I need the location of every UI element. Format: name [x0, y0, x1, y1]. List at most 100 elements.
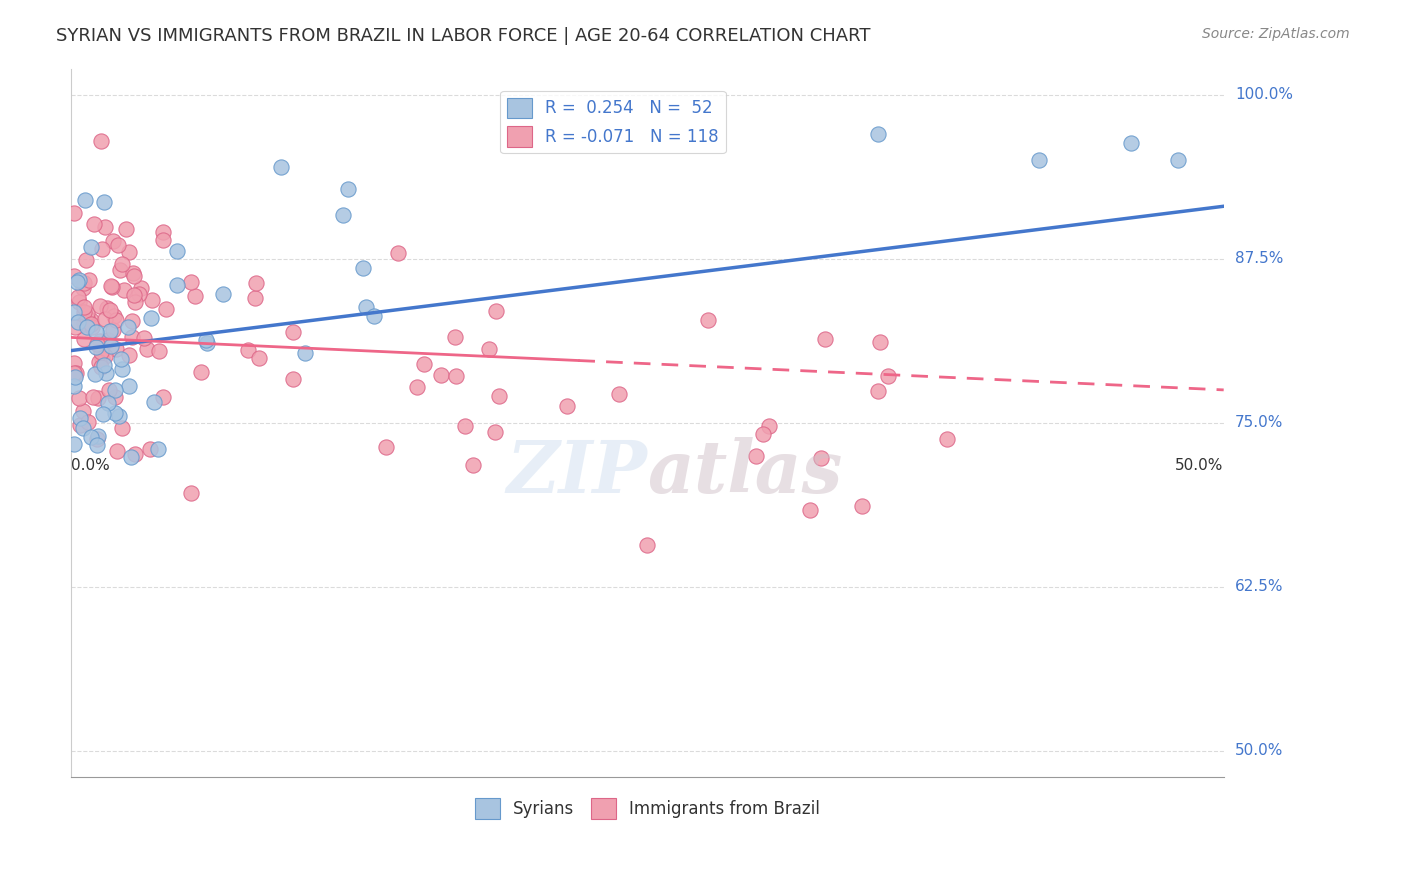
- Point: [799, 503, 821, 517]
- Point: [180, 486, 202, 500]
- Point: [430, 368, 453, 383]
- Point: [101, 323, 124, 337]
- Point: [697, 312, 720, 326]
- Point: [90, 360, 112, 375]
- Point: [810, 450, 832, 465]
- Point: [152, 391, 174, 405]
- Point: [281, 325, 304, 339]
- Point: [100, 338, 122, 352]
- Point: [143, 394, 166, 409]
- Point: [454, 419, 477, 434]
- Point: [155, 301, 177, 316]
- Point: [96, 301, 118, 316]
- Point: [86, 438, 108, 452]
- Legend: Syrians, Immigrants from Brazil: Syrians, Immigrants from Brazil: [468, 791, 827, 825]
- Point: [98, 324, 121, 338]
- Point: [243, 292, 266, 306]
- Point: [111, 361, 134, 376]
- Point: [97, 396, 120, 410]
- Point: [101, 280, 124, 294]
- Point: [76, 319, 98, 334]
- Point: [121, 314, 143, 328]
- Point: [758, 418, 780, 433]
- Point: [86, 337, 108, 351]
- Point: [166, 244, 188, 258]
- Point: [166, 277, 188, 292]
- Text: Source: ZipAtlas.com: Source: ZipAtlas.com: [1202, 27, 1350, 41]
- Point: [184, 289, 207, 303]
- Point: [67, 295, 90, 310]
- Point: [80, 317, 103, 331]
- Point: [128, 287, 150, 301]
- Point: [478, 342, 501, 356]
- Point: [83, 217, 105, 231]
- Point: [117, 319, 139, 334]
- Point: [876, 369, 898, 384]
- Point: [103, 383, 125, 397]
- Point: [76, 310, 98, 325]
- Point: [141, 310, 163, 325]
- Point: [94, 349, 117, 363]
- Point: [283, 372, 305, 386]
- Point: [104, 313, 127, 327]
- Point: [488, 388, 510, 402]
- Point: [112, 283, 135, 297]
- Point: [190, 365, 212, 379]
- Point: [412, 357, 434, 371]
- Point: [90, 351, 112, 365]
- Point: [118, 349, 141, 363]
- Point: [118, 378, 141, 392]
- Point: [63, 436, 86, 450]
- Point: [108, 263, 131, 277]
- Point: [1121, 136, 1143, 150]
- Point: [115, 222, 138, 236]
- Point: [247, 351, 270, 365]
- Point: [100, 278, 122, 293]
- Text: 50.0%: 50.0%: [1236, 743, 1284, 758]
- Point: [103, 309, 125, 323]
- Text: 0.0%: 0.0%: [72, 458, 110, 473]
- Point: [104, 343, 127, 357]
- Point: [63, 369, 86, 384]
- Point: [122, 267, 145, 281]
- Point: [91, 243, 114, 257]
- Point: [87, 428, 110, 442]
- Point: [82, 391, 104, 405]
- Point: [120, 450, 142, 464]
- Point: [67, 273, 90, 287]
- Text: 75.0%: 75.0%: [1236, 415, 1284, 430]
- Point: [72, 281, 94, 295]
- Point: [607, 387, 630, 401]
- Point: [73, 332, 96, 346]
- Point: [94, 220, 117, 235]
- Point: [121, 330, 143, 344]
- Point: [80, 430, 103, 444]
- Point: [76, 415, 98, 429]
- Point: [93, 195, 115, 210]
- Point: [72, 404, 94, 418]
- Text: atlas: atlas: [647, 437, 842, 508]
- Point: [555, 399, 578, 413]
- Point: [72, 304, 94, 318]
- Point: [89, 299, 111, 313]
- Point: [131, 281, 153, 295]
- Point: [110, 351, 132, 366]
- Text: 87.5%: 87.5%: [1236, 252, 1284, 266]
- Point: [336, 182, 359, 196]
- Point: [90, 344, 112, 359]
- Point: [375, 440, 398, 454]
- Point: [866, 384, 889, 398]
- Point: [62, 379, 84, 393]
- Point: [94, 366, 117, 380]
- Point: [62, 268, 84, 283]
- Point: [236, 343, 259, 357]
- Point: [869, 335, 891, 350]
- Point: [75, 252, 97, 267]
- Point: [62, 305, 84, 319]
- Point: [111, 257, 134, 271]
- Point: [118, 245, 141, 260]
- Point: [73, 300, 96, 314]
- Point: [104, 406, 127, 420]
- Point: [86, 432, 108, 446]
- Point: [80, 313, 103, 327]
